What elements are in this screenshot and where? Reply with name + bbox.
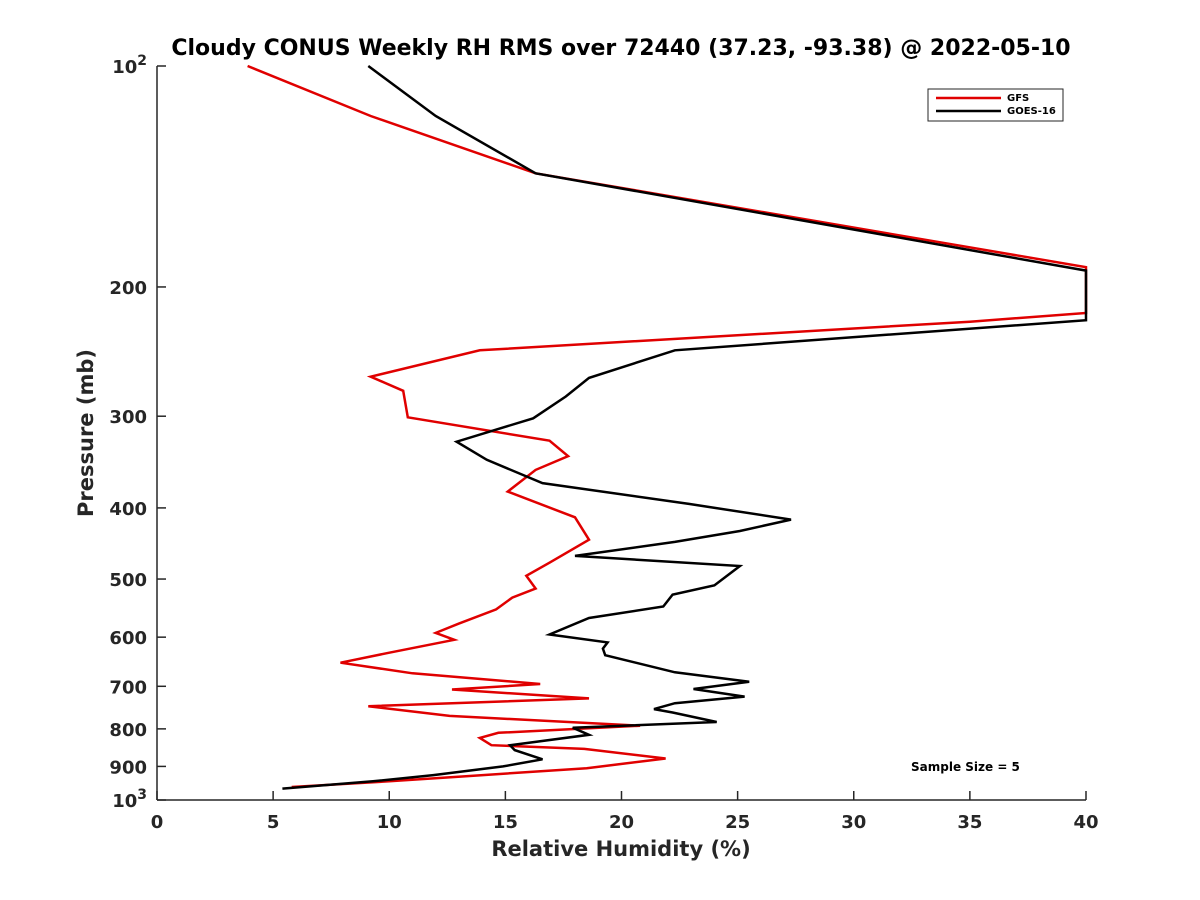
y-tick-base: 10 — [112, 791, 137, 812]
y-tick-label: 300 — [109, 407, 147, 428]
series-lines — [247, 64, 1088, 790]
legend-box — [927, 88, 1064, 122]
x-tick-label: 35 — [957, 812, 982, 833]
x-axis-label: Relative Humidity (%) — [491, 837, 750, 861]
x-tick-label: 30 — [841, 812, 866, 833]
legend-label-goes16: GOES-16 — [1007, 106, 1056, 117]
x-tick-label: 10 — [377, 812, 402, 833]
y-tick-label: 700 — [109, 677, 147, 698]
y-tick-label: 600 — [109, 628, 147, 649]
sample-size-annotation: Sample Size = 5 — [911, 760, 1020, 774]
y-tick-label: 400 — [109, 499, 147, 520]
y-tick-base: 10 — [112, 57, 137, 78]
x-tick-label: 20 — [609, 812, 634, 833]
series-line-gfs — [247, 64, 1088, 789]
x-tick-label: 0 — [151, 812, 164, 833]
x-tick-label: 5 — [267, 812, 280, 833]
x-tick-label: 15 — [493, 812, 518, 833]
y-tick-label: 900 — [109, 757, 147, 778]
y-tick-label: 800 — [109, 720, 147, 741]
x-tick-label: 25 — [725, 812, 750, 833]
y-tick-label: 500 — [109, 570, 147, 591]
y-tick-exponent: 3 — [137, 787, 147, 803]
series-line-goes16 — [282, 64, 1088, 790]
x-axis-ticks: 0 5 10 15 20 25 30 35 40 — [151, 791, 1099, 833]
y-tick-label-power: 102 — [112, 53, 147, 78]
legend: GFS GOES-16 — [927, 88, 1064, 122]
y-tick-label: 200 — [109, 278, 147, 299]
y-axis-label: Pressure (mb) — [74, 349, 98, 517]
x-tick-label: 40 — [1073, 812, 1098, 833]
chart-title: Cloudy CONUS Weekly RH RMS over 72440 (3… — [171, 36, 1070, 61]
y-tick-exponent: 2 — [137, 53, 147, 69]
legend-label-gfs: GFS — [1007, 93, 1029, 104]
y-tick-label-power: 103 — [112, 787, 147, 812]
